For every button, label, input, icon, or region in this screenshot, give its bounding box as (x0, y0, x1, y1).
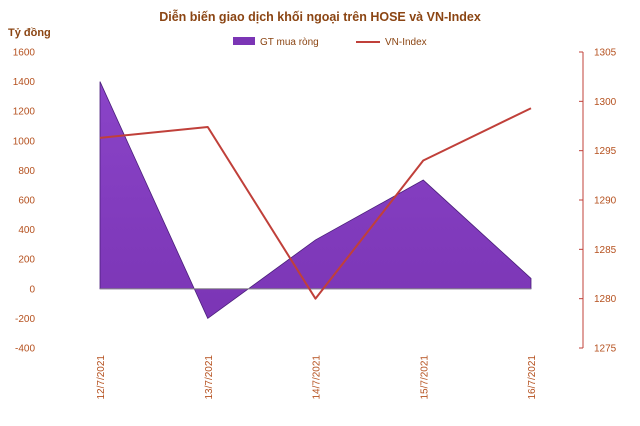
left-tick-label: 1600 (13, 48, 36, 59)
right-tick-label: 1305 (594, 48, 617, 59)
line-series-vn-index (99, 107, 532, 300)
left-tick-label: 800 (18, 166, 35, 177)
legend-swatch-area (233, 37, 255, 45)
right-tick-label: 1290 (594, 196, 617, 207)
right-tick-label: 1295 (594, 146, 617, 157)
x-tick-label: 16/7/2021 (527, 355, 538, 400)
legend: GT mua ròng VN-Index (233, 37, 427, 48)
left-tick-label: 1000 (13, 136, 36, 147)
left-tick-label: -200 (15, 314, 35, 325)
area-series-gt-mua-rong (99, 81, 532, 320)
left-tick-label: 1400 (13, 77, 36, 88)
x-axis: 12/7/2021 13/7/2021 14/7/2021 15/7/2021 16/7… (96, 355, 538, 400)
left-tick-label: 0 (29, 284, 35, 295)
x-tick-label: 13/7/2021 (204, 355, 215, 400)
left-tick-label: -400 (15, 344, 35, 355)
left-tick-label: 200 (18, 255, 35, 266)
y-axis-label: Tỷ đồng (8, 27, 51, 39)
left-tick-label: 1200 (13, 107, 36, 118)
left-tick-label: 400 (18, 225, 35, 236)
x-tick-label: 14/7/2021 (312, 355, 323, 400)
right-axis: 1305 1300 1295 1290 1285 1280 1275 (579, 48, 617, 355)
left-axis: 1600 1400 1200 1000 800 600 400 200 0 -200 -400 (13, 48, 36, 355)
line-layer (99, 107, 532, 300)
right-tick-label: 1275 (594, 344, 617, 355)
right-tick-label: 1285 (594, 245, 617, 256)
x-tick-label: 15/7/2021 (419, 355, 430, 400)
x-tick-label: 12/7/2021 (96, 355, 107, 400)
area-layer (99, 81, 532, 320)
right-tick-label: 1300 (594, 97, 617, 108)
legend-label-line: VN-Index (385, 37, 427, 48)
legend-label-area: GT mua ròng (260, 37, 319, 48)
right-tick-label: 1280 (594, 294, 617, 305)
left-tick-label: 600 (18, 196, 35, 207)
chart-title: Diễn biến giao dịch khối ngoại trên HOSE… (159, 9, 481, 24)
